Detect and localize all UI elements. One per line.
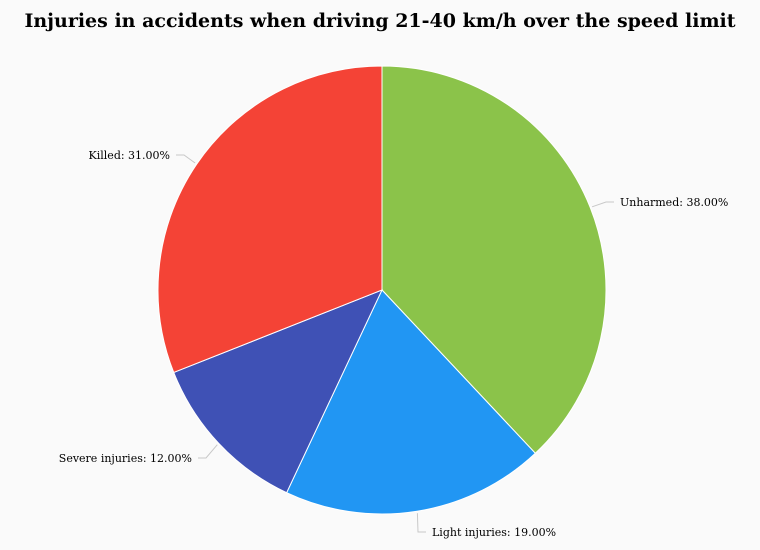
slice-label: Killed: 31.00%: [89, 149, 170, 162]
pie-slice-unharmed: [381, 65, 607, 454]
leader-line: [198, 444, 218, 459]
chart-title: Injuries in accidents when driving 21-40…: [24, 10, 736, 32]
pie-slice-light-injuries: [285, 289, 537, 515]
slice-label: Unharmed: 38.00%: [620, 196, 728, 209]
slice-label: Severe injuries: 12.00%: [59, 452, 192, 465]
pie-slice-severe-injuries: [173, 289, 383, 494]
leader-line: [591, 201, 614, 208]
pie-slice-killed: [157, 65, 383, 374]
leader-line: [416, 513, 426, 533]
leader-line: [176, 154, 196, 164]
slice-label: Light injuries: 19.00%: [432, 526, 556, 539]
